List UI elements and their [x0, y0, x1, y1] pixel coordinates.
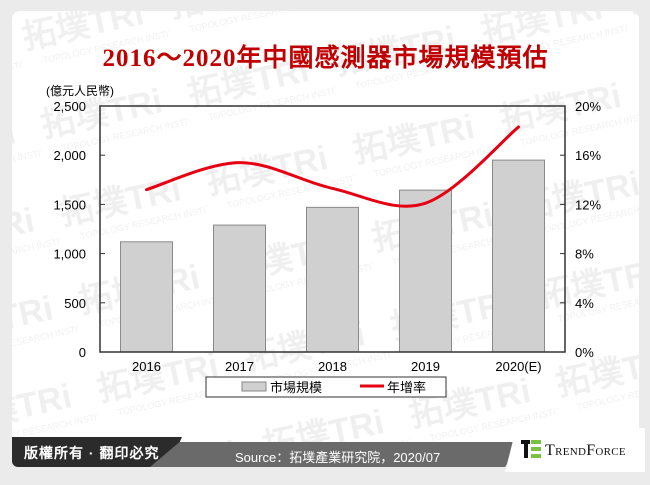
x-tick-label: 2017 [225, 359, 254, 374]
bar-2017 [213, 224, 266, 353]
legend: 市場規模 年增率 [205, 376, 447, 398]
left-tick-label: 2,000 [53, 148, 86, 163]
source-text: Source：拓墣產業研究院，2020/07 [235, 450, 441, 465]
right-tick-label: 20% [575, 99, 601, 114]
bar-2018 [306, 206, 359, 353]
x-axis-ticks: 2016 2017 2018 2019 2020(E) [132, 359, 542, 374]
bar-2020(E) [492, 159, 545, 353]
y-axis-unit-label: (億元人民幣) [46, 84, 114, 98]
chart-plot: (億元人民幣) 0 500 1,000 1,500 2,000 2,500 0% 4% 8% 1… [46, 84, 601, 398]
right-tick-label: 0% [575, 345, 594, 360]
chart-title: 2016～2020年中國感測器市場規模預估 [102, 45, 549, 72]
right-tick-label: 16% [575, 148, 601, 163]
x-tick-label: 2016 [132, 359, 161, 374]
plot-frame [99, 105, 566, 353]
right-tick-label: 12% [575, 197, 601, 212]
left-tick-label: 0 [79, 345, 86, 360]
bar-2019 [399, 189, 452, 353]
source-banner: Source：拓墣產業研究院，2020/07 [150, 442, 520, 467]
left-tick-label: 2,500 [53, 99, 86, 114]
copyright-text: 版權所有 · 翻印必究 [24, 445, 160, 461]
growth-rate-line [145, 125, 520, 208]
x-tick-label: 2019 [411, 359, 440, 374]
copyright-banner: 版權所有 · 翻印必究 [12, 437, 182, 467]
bar-2016 [120, 241, 173, 353]
left-axis-ticks: 0 500 1,000 1,500 2,000 2,500 [53, 99, 105, 360]
right-tick-label: 8% [575, 247, 594, 262]
right-axis-ticks: 0% 4% 8% 12% 16% 20% [560, 99, 601, 360]
bar-series [120, 159, 545, 353]
x-tick-label: 2018 [318, 359, 347, 374]
legend-bar-label: 市場規模 [270, 380, 322, 395]
x-tick-label: 2020(E) [495, 359, 541, 374]
legend-line-label: 年增率 [387, 380, 426, 395]
trendforce-logo-icon [521, 440, 541, 458]
right-tick-label: 4% [575, 296, 594, 311]
brand-box: TrendForce [505, 428, 645, 472]
left-tick-label: 500 [64, 296, 86, 311]
left-tick-label: 1,500 [53, 197, 86, 212]
left-tick-label: 1,000 [53, 247, 86, 262]
legend-bar-swatch [241, 381, 267, 392]
brand-name: TrendForce [545, 442, 626, 459]
